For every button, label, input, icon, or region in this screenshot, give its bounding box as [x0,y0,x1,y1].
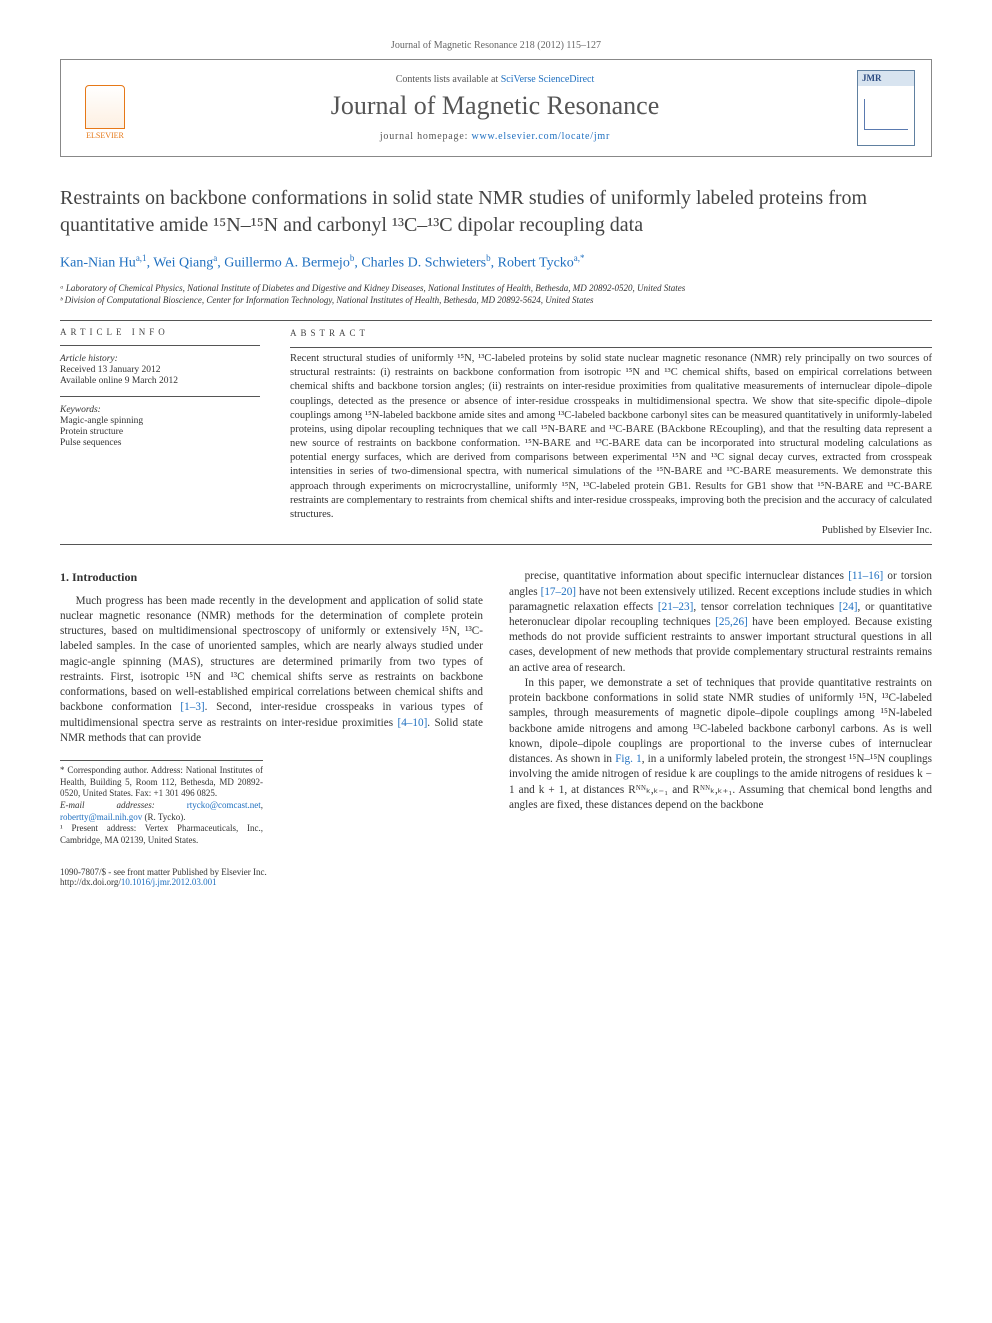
divider [60,345,260,346]
doi-prefix: http://dx.doi.org/ [60,877,121,887]
ref-link[interactable]: [21–23] [658,601,693,613]
sciencedirect-link[interactable]: SciVerse ScienceDirect [501,74,595,85]
intro-para-2a: precise, quantitative information about … [509,569,932,676]
email-label: E-mail addresses: [60,800,187,810]
author-list: Kan-Nian Hua,1, Wei Qianga, Guillermo A.… [60,253,932,272]
abstract-column: ABSTRACT Recent structural studies of un… [290,327,932,538]
present-address-note: ¹ Present address: Vertex Pharmaceutical… [60,823,263,846]
journal-title: Journal of Magnetic Resonance [149,91,841,121]
intro-para-2b: In this paper, we demonstrate a set of t… [509,676,932,813]
elsevier-tree-icon [85,85,125,129]
intro-para-1: Much progress has been made recently in … [60,594,483,746]
contents-available-line: Contents lists available at SciVerse Sci… [149,74,841,85]
affiliation-a: ᵃ Laboratory of Chemical Physics, Nation… [60,282,932,294]
abstract-text: Recent structural studies of uniformly ¹… [290,352,932,522]
email-line: E-mail addresses: rtycko@comcast.net, ro… [60,800,263,823]
ref-link[interactable]: [11–16] [848,570,883,582]
history-label: Article history: [60,354,260,364]
ref-link[interactable]: [24] [839,601,858,613]
online-date: Available online 9 March 2012 [60,376,260,386]
affiliation-b: ᵇ Division of Computational Bioscience, … [60,294,932,306]
article-info-label: ARTICLE INFO [60,327,260,337]
email-suffix: (R. Tycko). [142,812,185,822]
ref-link[interactable]: Fig. 1 [615,753,641,765]
bottom-meta: 1090-7807/$ - see front matter Published… [60,867,932,887]
journal-cover-thumbnail [857,70,915,146]
divider [60,544,932,545]
publisher-label: ELSEVIER [86,131,124,140]
divider [60,396,260,397]
abstract-publisher: Published by Elsevier Inc. [290,524,932,538]
journal-header: ELSEVIER Contents lists available at Sci… [60,59,932,157]
issn-line: 1090-7807/$ - see front matter Published… [60,867,932,877]
elsevier-logo: ELSEVIER [77,76,133,140]
doi-link[interactable]: 10.1016/j.jmr.2012.03.001 [121,877,217,887]
article-info-column: ARTICLE INFO Article history: Received 1… [60,327,260,538]
ref-link[interactable]: [1–3] [180,701,204,713]
footnotes: * Corresponding author. Address: Nationa… [60,760,263,847]
body-text: 1. Introduction Much progress has been m… [60,569,932,846]
email-link[interactable]: rtycko@comcast.net [187,800,261,810]
homepage-line: journal homepage: www.elsevier.com/locat… [149,131,841,142]
section-heading: 1. Introduction [60,569,483,585]
email-link[interactable]: robertty@mail.nih.gov [60,812,142,822]
keywords-label: Keywords: [60,405,260,415]
keyword: Pulse sequences [60,438,260,448]
abstract-label: ABSTRACT [290,327,932,339]
ref-link[interactable]: [4–10] [397,717,427,729]
ref-link[interactable]: [17–20] [541,586,576,598]
contents-prefix: Contents lists available at [396,74,501,85]
homepage-link[interactable]: www.elsevier.com/locate/jmr [471,131,610,142]
article-title: Restraints on backbone conformations in … [60,185,932,239]
ref-link[interactable]: [25,26] [715,616,748,628]
corresponding-author-note: * Corresponding author. Address: Nationa… [60,765,263,800]
citation-line: Journal of Magnetic Resonance 218 (2012)… [60,40,932,51]
received-date: Received 13 January 2012 [60,365,260,375]
homepage-prefix: journal homepage: [380,131,472,142]
affiliations: ᵃ Laboratory of Chemical Physics, Nation… [60,282,932,306]
keyword: Magic-angle spinning [60,416,260,426]
divider [60,320,932,321]
keyword: Protein structure [60,427,260,437]
